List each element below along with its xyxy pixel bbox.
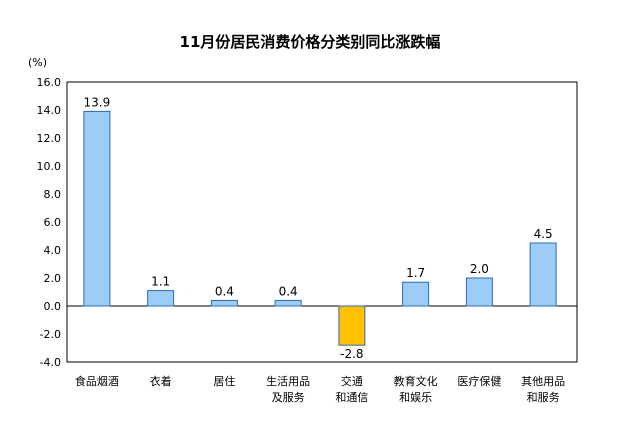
category-label: 医疗保健 (457, 374, 501, 388)
y-axis-ticks: 16.0 14.0 12.0 10.0 8.0 6.0 4.0 2.0 0.0 -2.0 -4.0 (37, 76, 62, 369)
bar (402, 281, 430, 307)
bar (147, 290, 175, 307)
bar-group (83, 110, 557, 346)
y-tick-label: -4.0 (40, 356, 61, 369)
category-label: 和娱乐 (399, 390, 432, 404)
y-tick-label: 16.0 (37, 76, 62, 89)
category-label: 衣着 (150, 374, 172, 388)
plot-frame (66, 81, 578, 363)
bar (210, 299, 238, 307)
bar-value-label: -2.8 (340, 347, 363, 361)
y-tick-label: 8.0 (44, 188, 62, 201)
bar-value-label: 1.1 (151, 275, 170, 289)
bar (83, 110, 111, 307)
bar-value-label: 13.9 (84, 95, 111, 109)
category-label: 及服务 (272, 391, 305, 404)
bar-value-label: 1.7 (406, 266, 425, 280)
category-label: 教育文化 (394, 374, 438, 388)
value-labels: 13.9 1.1 0.4 0.4 -2.8 1.7 2.0 4.5 (84, 95, 553, 361)
bar-value-label: 0.4 (215, 284, 234, 298)
category-label: 食品烟酒 (75, 374, 119, 388)
bar (338, 305, 366, 346)
y-tick-label: 0.0 (44, 300, 62, 313)
category-label: 交通 (341, 374, 363, 388)
y-tick-label: 12.0 (37, 132, 62, 145)
y-tick-label: 2.0 (44, 272, 62, 285)
y-tick-label: -2.0 (40, 328, 61, 341)
category-label: 和通信 (335, 391, 368, 404)
bar-value-label: 2.0 (470, 262, 489, 276)
y-tick-label: 14.0 (37, 104, 62, 117)
bar-value-label: 4.5 (534, 227, 553, 241)
chart-title: 11月份居民消费价格分类别同比涨跌幅 (180, 33, 441, 51)
y-tick-label: 6.0 (44, 216, 62, 229)
bar-value-label: 0.4 (279, 284, 298, 298)
category-label: 和服务 (527, 391, 560, 404)
category-label: 居住 (213, 374, 235, 388)
bar (465, 277, 493, 307)
bar (274, 299, 302, 307)
category-label: 生活用品 (266, 374, 310, 388)
y-tick-label: 10.0 (37, 160, 62, 173)
category-label: 其他用品 (521, 375, 565, 388)
y-axis-unit: (%) (28, 56, 47, 69)
bar (529, 242, 557, 307)
y-tick-label: 4.0 (44, 244, 62, 257)
